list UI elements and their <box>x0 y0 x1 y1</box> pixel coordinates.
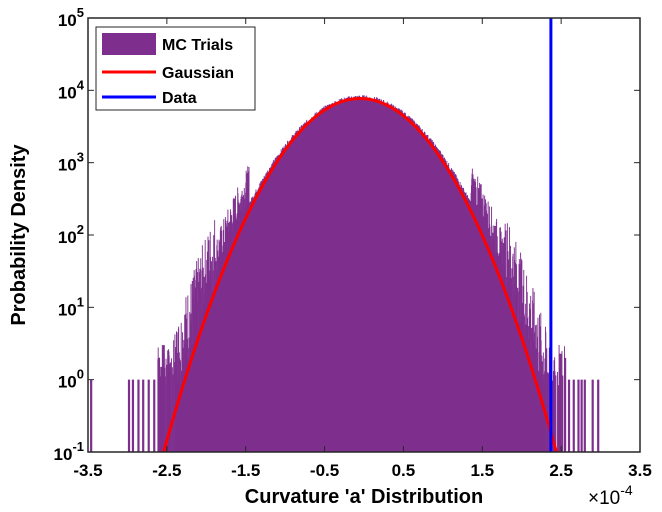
legend-label-mc-trials: MC Trials <box>162 37 233 54</box>
legend: MC Trials Gaussian Data <box>95 26 256 111</box>
y-tick-exp: 2 <box>77 222 84 237</box>
mc-trials-histogram <box>157 95 566 453</box>
y-tick-base: 10 <box>58 83 77 102</box>
y-tick-exp: -1 <box>72 439 84 454</box>
y-tick-label: 103 <box>58 150 84 175</box>
tick-labels: -3.5 -2.5 -1.5 -0.5 0.5 1.5 2.5 3.510-110010110… <box>54 5 652 480</box>
x-tick-label: -0.5 <box>310 461 339 480</box>
x-tick-label: 1.5 <box>470 461 494 480</box>
y-tick-base: 10 <box>54 445 73 464</box>
x-multiplier-exp: -4 <box>620 482 633 498</box>
y-tick-base: 10 <box>58 373 77 392</box>
y-tick-label: 104 <box>58 77 85 102</box>
x-tick-label: -3.5 <box>73 461 102 480</box>
x-tick-label: -1.5 <box>231 461 260 480</box>
x-tick-label: 3.5 <box>628 461 652 480</box>
y-tick-base: 10 <box>58 300 77 319</box>
y-tick-base: 10 <box>58 11 77 30</box>
x-axis-title: Curvature 'a' Distribution <box>245 486 483 508</box>
y-tick-label: 100 <box>58 367 84 392</box>
gaussian-curve <box>162 97 558 453</box>
plot-area <box>90 18 600 453</box>
y-tick-label: 105 <box>58 5 84 30</box>
y-tick-base: 10 <box>58 228 77 247</box>
legend-swatch-mc-trials <box>102 33 156 55</box>
x-tick-label: 0.5 <box>392 461 416 480</box>
x-multiplier-base: ×10 <box>588 488 620 509</box>
x-multiplier: ×10-4 <box>588 482 633 509</box>
y-tick-label: 101 <box>58 294 84 319</box>
x-tick-label: -2.5 <box>152 461 181 480</box>
ticks <box>87 17 641 453</box>
y-tick-label: 10-1 <box>54 439 84 464</box>
y-tick-exp: 1 <box>77 294 84 309</box>
y-tick-label: 102 <box>58 222 84 247</box>
legend-label-gaussian: Gaussian <box>162 65 234 82</box>
y-tick-exp: 0 <box>77 367 84 382</box>
y-tick-exp: 4 <box>77 77 85 92</box>
y-tick-base: 10 <box>58 156 77 175</box>
y-tick-exp: 3 <box>77 150 84 165</box>
y-tick-exp: 5 <box>77 5 84 20</box>
y-axis-title: Probability Density <box>8 144 30 326</box>
legend-label-data: Data <box>162 90 197 107</box>
x-tick-label: 2.5 <box>549 461 573 480</box>
